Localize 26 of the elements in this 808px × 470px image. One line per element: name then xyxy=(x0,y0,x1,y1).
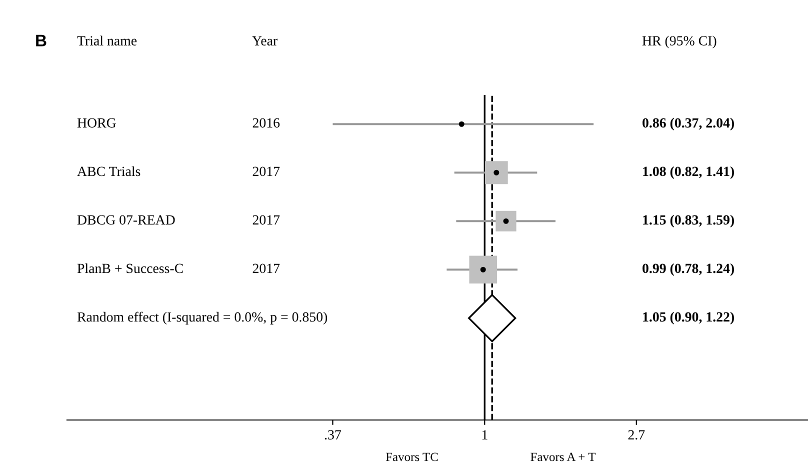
text: HR (95% CI) xyxy=(642,36,716,48)
y-tick-label: ABC Trials xyxy=(77,166,140,176)
point xyxy=(496,210,516,232)
x-tick-label: .37 xyxy=(324,430,342,440)
text: Year xyxy=(252,36,278,46)
y-tick-label: HORG xyxy=(77,118,116,128)
point xyxy=(468,294,516,342)
annotation: 1.05 (0.90, 1.22) xyxy=(643,312,734,324)
annotation: 2017 xyxy=(252,215,280,225)
y-tick-label: DBCG 07-READ xyxy=(77,215,175,225)
y-tick-label: Random effect (I-squared = 0.0%, p = 0.850) xyxy=(77,312,328,325)
annotation: 1.15 (0.83, 1.59) xyxy=(643,214,734,228)
text: Favors A + T xyxy=(530,452,596,462)
x-tick-label: 2.7 xyxy=(628,430,645,440)
point xyxy=(484,161,508,184)
chart-title: B xyxy=(36,34,46,46)
annotation: 2016 xyxy=(252,118,280,128)
annotation: 0.86 (0.37, 2.04) xyxy=(642,118,734,130)
x-tick-label: 1 xyxy=(482,430,488,440)
text: Favors TC xyxy=(386,452,438,462)
text: Trial name xyxy=(77,36,137,46)
y-tick-label: PlanB + Success-C xyxy=(77,263,183,274)
annotation: 2017 xyxy=(252,166,280,176)
annotation: 1.08 (0.82, 1.41) xyxy=(643,166,734,179)
annotation: 0.99 (0.78, 1.24) xyxy=(642,263,734,276)
annotation: 2017 xyxy=(252,264,280,274)
